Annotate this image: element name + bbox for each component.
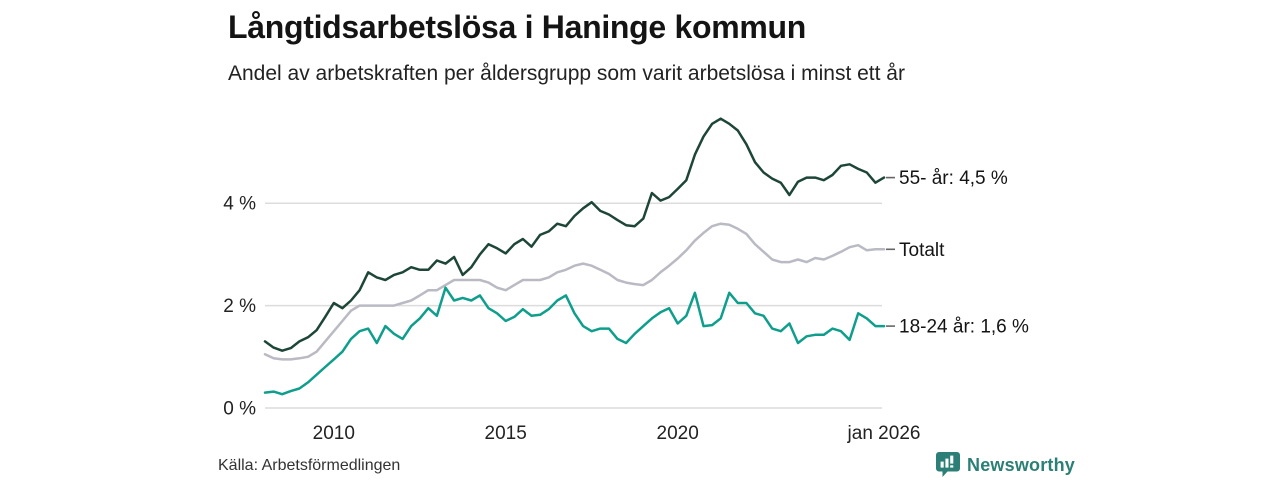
newsworthy-logo: Newsworthy bbox=[936, 452, 1075, 478]
chart-subtitle: Andel av arbetskraften per åldersgrupp s… bbox=[228, 62, 905, 85]
series-end-label-18-24-ar: 18-24 år: 1,6 % bbox=[899, 317, 1029, 338]
series-end-label-totalt: Totalt bbox=[899, 240, 945, 261]
chart-header: Långtidsarbetslösa i Haninge kommun Ande… bbox=[228, 7, 1058, 86]
y-axis-tick-label: 0 % bbox=[223, 399, 256, 420]
chart-title: Långtidsarbetslösa i Haninge kommun bbox=[228, 9, 807, 45]
series-line-18-24-ar bbox=[263, 286, 886, 396]
x-axis-tick-label: 2010 bbox=[313, 423, 355, 444]
logo-bar-chart-glyph bbox=[940, 455, 954, 468]
newsworthy-logo-text: Newsworthy bbox=[967, 454, 1076, 475]
source-note: Källa: Arbetsförmedlingen bbox=[218, 457, 401, 474]
x-axis-tick-label: 2015 bbox=[485, 423, 527, 444]
series-end-label-55-ar: 55- år: 4,5 % bbox=[899, 168, 1008, 189]
series-line-totalt bbox=[263, 222, 886, 361]
y-axis-tick-label: 4 % bbox=[223, 194, 256, 215]
x-axis-tick-label: 2020 bbox=[657, 423, 699, 444]
newsworthy-logo-icon bbox=[936, 452, 960, 477]
series-line-55-ar bbox=[263, 117, 886, 352]
y-axis-tick-label: 2 % bbox=[223, 296, 256, 317]
x-axis-tick-label: jan 2026 bbox=[847, 423, 921, 444]
